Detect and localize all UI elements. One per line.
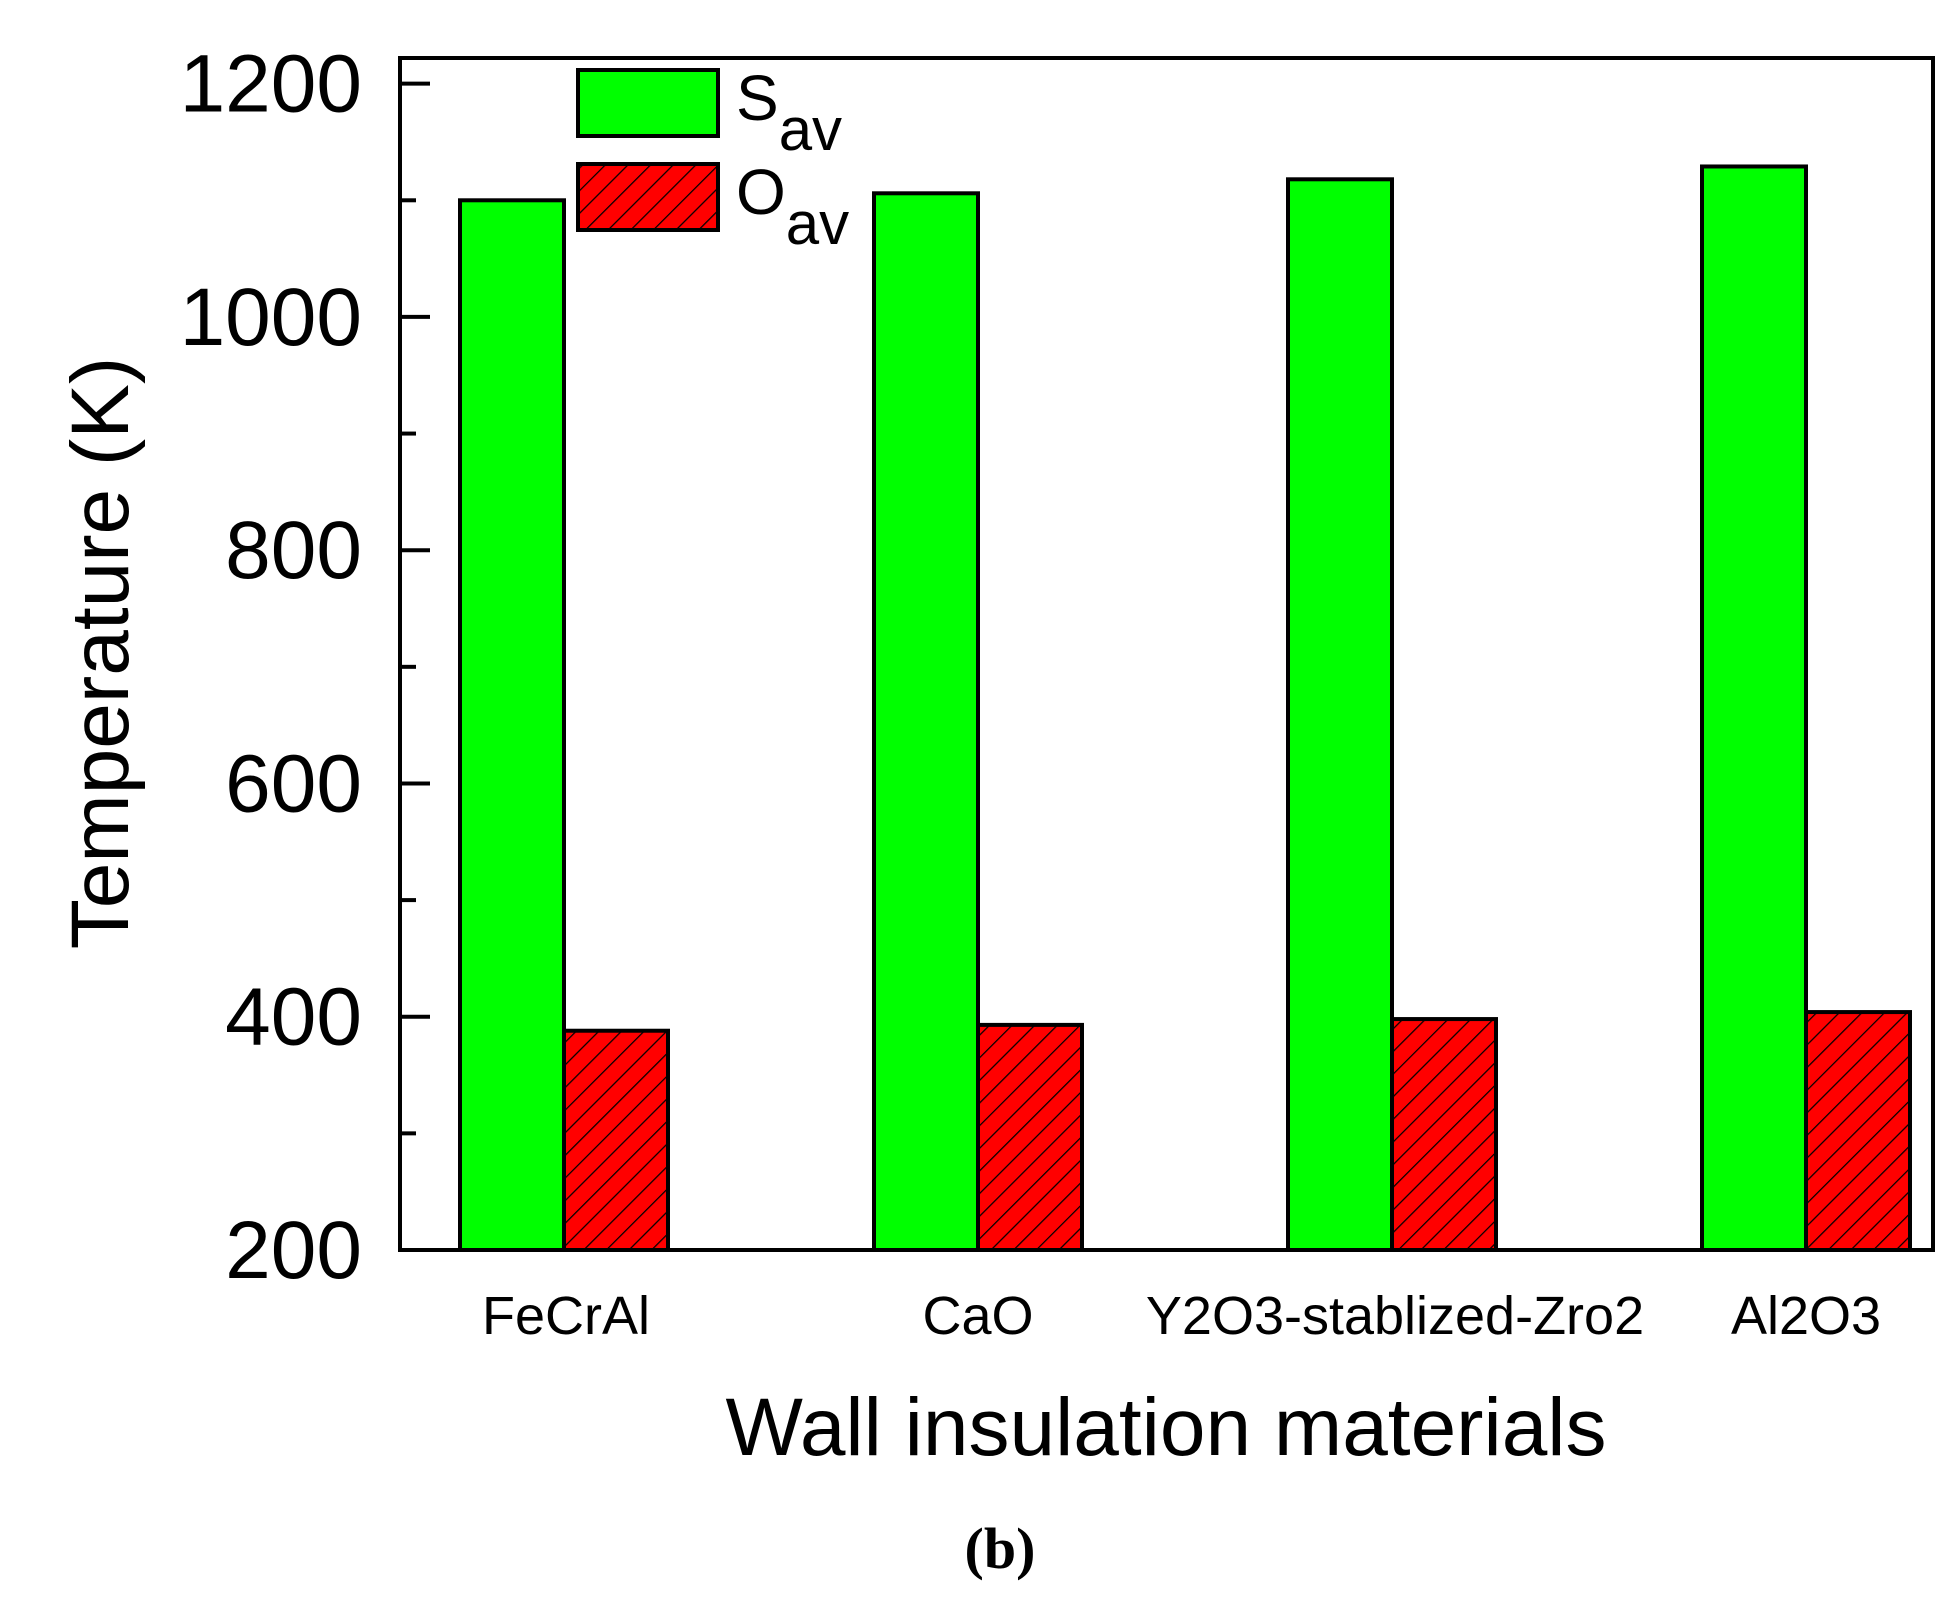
y-tick-label: 600 [225,738,362,829]
bar-sav-al2o3 [1700,164,1808,1252]
legend-label-oav: Oav [736,156,849,257]
legend-label-sav: Sav [736,62,842,163]
panel-label: (b) [965,1516,1036,1581]
x-tick-label: Y2O3-stablized-Zro2 [1146,1286,1644,1346]
y-tick-label: 1000 [180,272,362,363]
x-tick-label: FeCrAl [482,1286,650,1346]
y-tick-label: 1200 [180,39,362,130]
bar-sav-fecral [458,198,566,1252]
bars-layer [458,164,1912,1253]
legend-swatch-oav [576,162,720,232]
x-axis: FeCrAl CaO Y2O3-stablized-Zro2 Al2O3 [482,1286,1881,1346]
y-axis-title: Temperature (K) [55,357,146,949]
legend-swatch-sav [576,68,720,138]
bar-oav-al2o3 [1804,1010,1912,1252]
y-tick-label: 200 [225,1205,362,1296]
y-tick-label: 400 [225,972,362,1063]
bar-sav-cao [872,191,980,1252]
bar-oav-cao [976,1022,1084,1252]
y-axis: 200 400 600 800 1000 1200 [180,39,430,1296]
bar-oav-fecral [562,1028,670,1253]
x-axis-title: Wall insulation materials [725,1382,1606,1473]
bar-sav-y2o3-stablized-zro2 [1286,177,1394,1252]
x-tick-label: Al2O3 [1731,1286,1881,1346]
plot-frame [398,56,1935,1252]
x-tick-label: CaO [922,1286,1033,1346]
bar-oav-y2o3-stablized-zro2 [1390,1017,1498,1252]
y-tick-label: 800 [225,505,362,596]
